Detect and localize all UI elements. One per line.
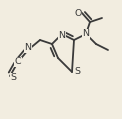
Text: N: N: [59, 32, 66, 40]
Text: S: S: [10, 74, 16, 82]
Text: N: N: [25, 44, 31, 52]
Text: N: N: [82, 30, 90, 39]
Text: S: S: [74, 67, 80, 77]
Text: C: C: [15, 57, 21, 67]
Text: O: O: [74, 8, 82, 17]
